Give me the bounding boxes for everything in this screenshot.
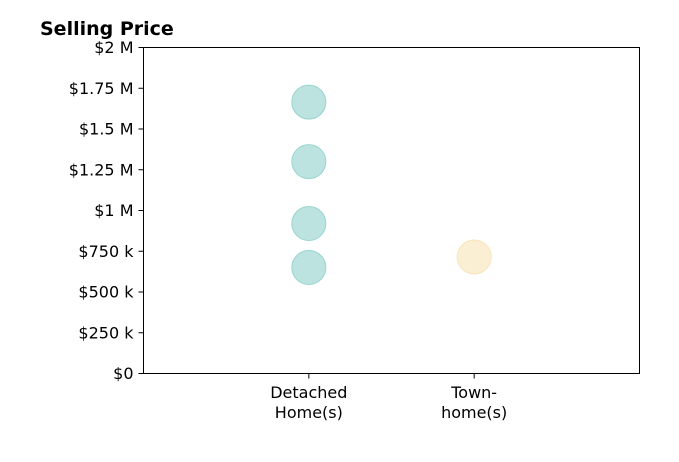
y-tick-label: $2 M <box>94 38 133 57</box>
plot-frame <box>143 47 640 374</box>
x-tick-label: Home(s) <box>275 403 343 422</box>
y-tick-label: $0 <box>113 364 133 383</box>
chart-title: Selling Price <box>40 18 174 40</box>
y-tick-label: $750 k <box>78 242 134 261</box>
y-tick-label: $500 k <box>78 283 134 302</box>
x-tick-label: home(s) <box>441 403 507 422</box>
x-tick-label: Town- <box>450 383 497 402</box>
data-point <box>291 84 327 120</box>
y-tick-label: $1 M <box>94 201 133 220</box>
y-axis: $0 $250 k $500 k $750 k $1 M $1.25 M $1.5 M $1.… <box>69 38 144 383</box>
data-point <box>291 250 327 286</box>
data-point <box>291 144 327 180</box>
y-tick-label: $1.25 M <box>69 160 134 179</box>
y-tick-label: $1.75 M <box>69 79 134 98</box>
x-tick-label: Detached <box>270 383 347 402</box>
y-tick-label: $250 k <box>78 323 134 342</box>
y-tick-label: $1.5 M <box>79 120 134 139</box>
data-point <box>291 206 327 242</box>
data-point <box>456 239 492 275</box>
data-points <box>291 84 492 286</box>
